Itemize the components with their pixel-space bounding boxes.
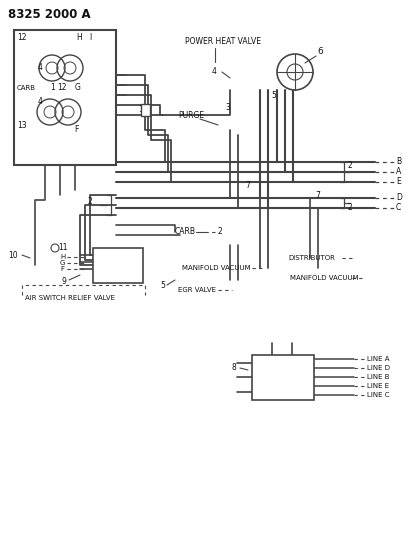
Text: 4: 4 [38,98,43,107]
Text: 11: 11 [58,244,67,253]
Bar [93,248,143,283]
Text: 2: 2 [218,228,223,237]
Text: 4: 4 [212,68,217,77]
Text: 13: 13 [17,120,27,130]
Text: 8325 2000 A: 8325 2000 A [8,7,91,20]
Text: EGR VALVE: EGR VALVE [178,287,216,293]
Text: POWER HEAT VALVE: POWER HEAT VALVE [185,37,261,46]
Text: D: D [396,193,402,203]
Text: I: I [89,34,91,43]
Text: MANIFOLD VACUUM: MANIFOLD VACUUM [290,275,359,281]
Text: 6: 6 [317,47,323,56]
Text: C: C [396,204,401,213]
Text: F: F [74,125,78,134]
Text: H: H [76,34,82,43]
Text: A: A [396,167,401,176]
Text: 1: 1 [50,84,55,93]
Text: LINE A: LINE A [367,356,390,362]
Text: 5: 5 [271,91,276,100]
Text: G: G [60,260,65,266]
Text: DISTRIBUTOR: DISTRIBUTOR [288,255,335,261]
Text: LINE C: LINE C [367,392,390,398]
Text: 7: 7 [315,190,320,199]
Text: LINE B: LINE B [367,374,390,380]
Text: E: E [396,177,401,187]
Text: G: G [75,84,81,93]
Text: 7: 7 [245,181,250,190]
Text: F: F [60,266,64,272]
Text: 8: 8 [232,364,237,373]
Text: 1: 1 [138,104,143,114]
Text: 9: 9 [62,278,67,287]
Text: MANIFOLD VACUUM: MANIFOLD VACUUM [182,265,251,271]
Bar [141,104,150,116]
Text: 12: 12 [17,34,27,43]
Bar [14,30,116,165]
Text: CARB: CARB [175,228,196,237]
Text: 10: 10 [8,251,18,260]
Bar [252,355,314,400]
Text: 4: 4 [38,62,43,71]
Text: 5: 5 [160,280,165,289]
Text: H: H [60,254,65,260]
Text: CARB: CARB [17,85,36,91]
Text: 3: 3 [225,102,230,111]
Text: 12: 12 [57,84,67,93]
Text: B: B [396,157,401,166]
Text: LINE E: LINE E [367,383,389,389]
Text: AIR SWITCH RELIEF VALVE: AIR SWITCH RELIEF VALVE [25,295,115,301]
Text: 2: 2 [88,198,93,206]
Text: 2: 2 [348,161,353,171]
Text: 2: 2 [348,203,353,212]
Text: LINE D: LINE D [367,365,390,371]
Text: PURGE: PURGE [178,110,204,119]
